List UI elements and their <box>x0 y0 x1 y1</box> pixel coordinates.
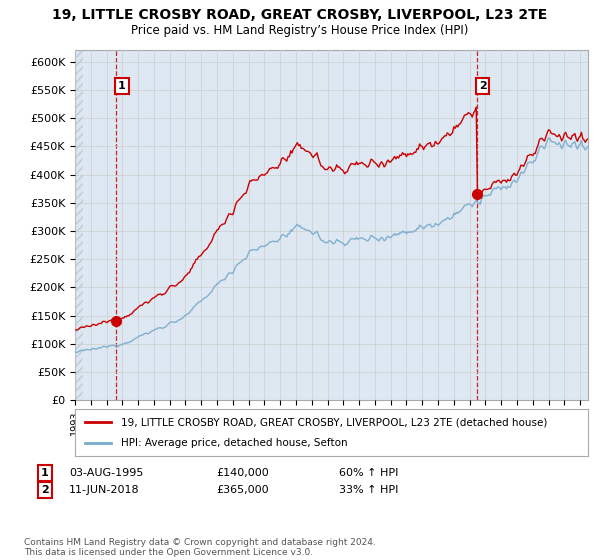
Text: £365,000: £365,000 <box>216 485 269 495</box>
Text: 19, LITTLE CROSBY ROAD, GREAT CROSBY, LIVERPOOL, L23 2TE (detached house): 19, LITTLE CROSBY ROAD, GREAT CROSBY, LI… <box>121 417 548 427</box>
Text: £140,000: £140,000 <box>216 468 269 478</box>
Text: 03-AUG-1995: 03-AUG-1995 <box>69 468 143 478</box>
Text: 11-JUN-2018: 11-JUN-2018 <box>69 485 140 495</box>
Text: Contains HM Land Registry data © Crown copyright and database right 2024.
This d: Contains HM Land Registry data © Crown c… <box>24 538 376 557</box>
Text: 60% ↑ HPI: 60% ↑ HPI <box>339 468 398 478</box>
Text: 1: 1 <box>118 81 126 91</box>
Text: 33% ↑ HPI: 33% ↑ HPI <box>339 485 398 495</box>
Text: HPI: Average price, detached house, Sefton: HPI: Average price, detached house, Seft… <box>121 438 348 448</box>
Text: 2: 2 <box>41 485 49 495</box>
Text: 2: 2 <box>479 81 487 91</box>
Text: 19, LITTLE CROSBY ROAD, GREAT CROSBY, LIVERPOOL, L23 2TE: 19, LITTLE CROSBY ROAD, GREAT CROSBY, LI… <box>52 8 548 22</box>
Text: 1: 1 <box>41 468 49 478</box>
Text: Price paid vs. HM Land Registry’s House Price Index (HPI): Price paid vs. HM Land Registry’s House … <box>131 24 469 36</box>
